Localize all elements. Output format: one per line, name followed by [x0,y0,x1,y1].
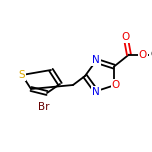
Text: N: N [92,87,100,97]
Text: N: N [92,55,100,65]
Text: S: S [19,70,25,80]
Text: O: O [112,80,120,90]
Text: Br: Br [38,102,50,112]
Text: CH₃: CH₃ [150,50,152,59]
Text: O: O [122,32,130,42]
Text: O: O [139,50,147,60]
